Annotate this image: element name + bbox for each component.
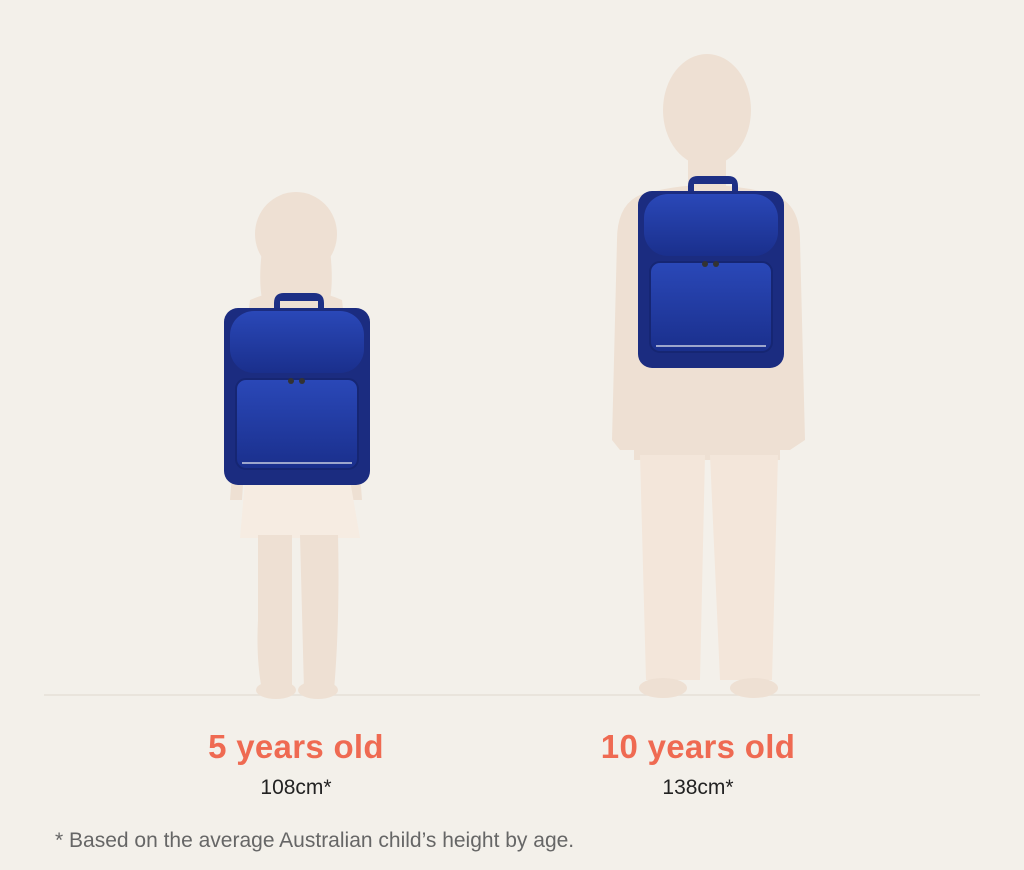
backpack-10 bbox=[637, 175, 785, 369]
backpack-5 bbox=[223, 292, 371, 486]
footnote: * Based on the average Australian child’… bbox=[55, 829, 575, 852]
child-silhouette-10 bbox=[612, 54, 805, 698]
height-label-10: 138cm* bbox=[662, 776, 734, 799]
age-label-5: 5 years old bbox=[208, 728, 384, 765]
age-label-10: 10 years old bbox=[600, 728, 796, 765]
height-label-5: 108cm* bbox=[260, 776, 332, 799]
